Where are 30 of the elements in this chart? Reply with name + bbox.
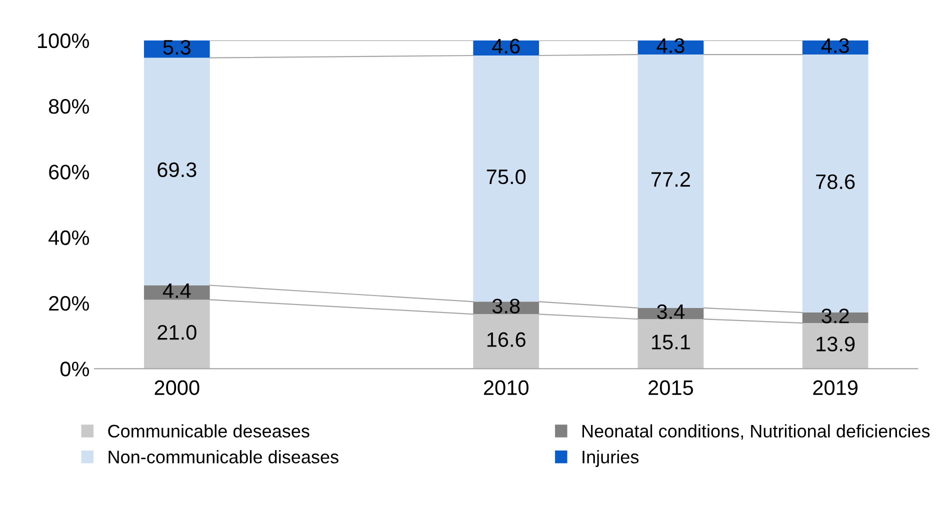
legend-label: Non-communicable diseases bbox=[108, 450, 338, 464]
data-label: 21.0 bbox=[158, 325, 196, 340]
data-label: 16.6 bbox=[487, 332, 526, 347]
data-label: 69.3 bbox=[158, 162, 196, 178]
data-label: 3.2 bbox=[822, 308, 849, 324]
data-label: 15.1 bbox=[652, 334, 690, 350]
x-tick-label: 2010 bbox=[484, 380, 528, 396]
data-label: 4.4 bbox=[162, 284, 191, 298]
data-label: 78.6 bbox=[816, 174, 855, 190]
y-tick-label: 40% bbox=[48, 230, 89, 246]
data-label: 5.3 bbox=[163, 40, 190, 55]
data-label: 3.4 bbox=[657, 304, 685, 320]
y-tick-label: 20% bbox=[49, 296, 89, 311]
y-tick-label: 60% bbox=[49, 164, 89, 180]
x-tick-label: 2015 bbox=[648, 380, 694, 396]
data-label: 13.9 bbox=[816, 336, 855, 352]
y-tick-label: 80% bbox=[48, 99, 89, 114]
data-label: 4.6 bbox=[492, 38, 520, 54]
data-label: 77.2 bbox=[652, 172, 690, 187]
x-tick-label: 2019 bbox=[813, 380, 858, 396]
data-label: 4.3 bbox=[656, 38, 684, 54]
data-label: 75.0 bbox=[486, 169, 526, 184]
legend-label: Communicable deseases bbox=[108, 424, 310, 438]
x-tick-label: 2000 bbox=[154, 380, 200, 396]
legend-label: Injuries bbox=[582, 450, 639, 467]
y-tick-label: 0% bbox=[60, 362, 89, 376]
data-label: 3.8 bbox=[492, 298, 520, 314]
data-label: 4.3 bbox=[821, 38, 849, 54]
y-tick-label: 100% bbox=[38, 33, 89, 48]
legend-label: Neonatal conditions, Nutritional deficiencies bbox=[582, 424, 930, 440]
